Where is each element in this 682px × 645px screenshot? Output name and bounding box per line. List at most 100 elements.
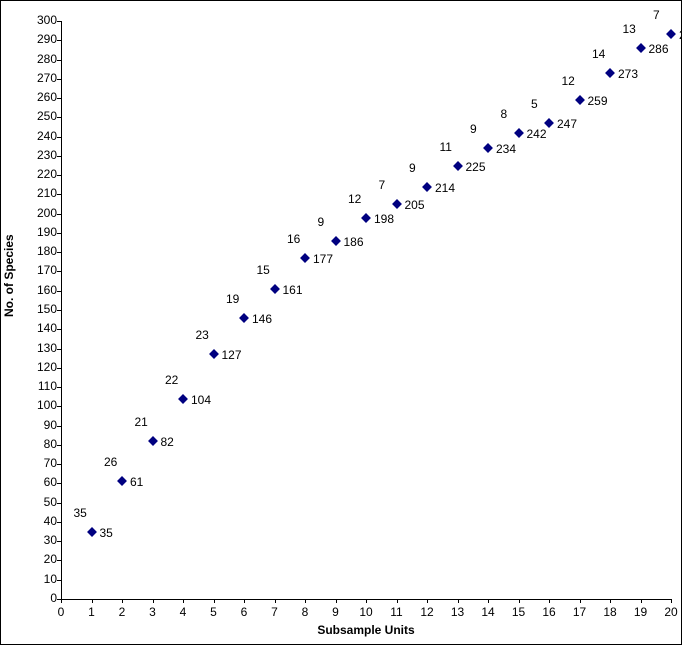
data-label-increment: 12	[348, 192, 361, 206]
data-label-increment: 11	[440, 140, 452, 154]
x-tick-label: 3	[143, 605, 163, 619]
x-tick-label: 6	[234, 605, 254, 619]
data-label-increment: 21	[135, 415, 148, 429]
y-tick-label: 220	[27, 167, 61, 181]
y-tick-label: 160	[27, 283, 61, 297]
x-tick	[580, 599, 581, 603]
data-label-cumulative: 234	[496, 142, 516, 156]
x-tick	[427, 599, 428, 603]
x-tick-label: 19	[631, 605, 651, 619]
data-marker	[300, 253, 310, 263]
x-tick-label: 5	[204, 605, 224, 619]
x-tick	[183, 599, 184, 603]
y-tick-label: 140	[27, 321, 61, 335]
x-tick-label: 7	[265, 605, 285, 619]
x-tick-label: 14	[478, 605, 498, 619]
data-label-cumulative: 273	[618, 67, 638, 81]
data-marker	[148, 436, 158, 446]
x-tick	[366, 599, 367, 603]
data-label-increment: 19	[226, 292, 239, 306]
x-tick	[610, 599, 611, 603]
x-tick	[549, 599, 550, 603]
data-marker	[392, 199, 402, 209]
data-label-cumulative: 35	[100, 526, 113, 540]
x-tick	[153, 599, 154, 603]
y-tick-label: 270	[27, 71, 61, 85]
x-tick	[61, 599, 62, 603]
y-tick-label: 210	[27, 186, 61, 200]
data-label-increment: 15	[257, 263, 270, 277]
y-tick-label: 70	[27, 456, 61, 470]
x-tick	[671, 599, 672, 603]
data-label-cumulative: 177	[313, 252, 333, 266]
data-label-cumulative: 214	[435, 181, 455, 195]
x-tick	[397, 599, 398, 603]
y-tick-label: 40	[27, 514, 61, 528]
y-tick-label: 290	[27, 32, 61, 46]
data-label-increment: 26	[104, 455, 117, 469]
data-label-increment: 9	[409, 161, 416, 175]
x-tick-label: 11	[387, 605, 407, 619]
data-marker	[483, 143, 493, 153]
x-tick	[92, 599, 93, 603]
x-tick-label: 0	[51, 605, 71, 619]
data-label-cumulative: 61	[130, 475, 143, 489]
data-marker	[331, 236, 341, 246]
data-label-cumulative: 104	[191, 393, 211, 407]
x-tick-label: 16	[539, 605, 559, 619]
x-tick	[275, 599, 276, 603]
y-tick-label: 250	[27, 109, 61, 123]
y-tick-label: 230	[27, 148, 61, 162]
y-tick-label: 300	[27, 13, 61, 27]
y-tick-label: 30	[27, 533, 61, 547]
x-tick	[244, 599, 245, 603]
y-tick-label: 180	[27, 244, 61, 258]
x-tick	[122, 599, 123, 603]
y-tick-label: 280	[27, 52, 61, 66]
data-label-cumulative: 205	[405, 198, 425, 212]
y-tick-label: 20	[27, 552, 61, 566]
x-tick-label: 15	[509, 605, 529, 619]
y-tick-label: 50	[27, 495, 61, 509]
data-label-increment: 35	[74, 506, 87, 520]
x-tick-label: 8	[295, 605, 315, 619]
x-tick-label: 13	[448, 605, 468, 619]
x-tick-label: 12	[417, 605, 437, 619]
y-tick-label: 260	[27, 90, 61, 104]
species-accumulation-chart: No. of Species Subsample Units 010203040…	[0, 0, 682, 645]
data-marker	[117, 477, 127, 487]
y-tick-label: 130	[27, 341, 61, 355]
y-tick-label: 10	[27, 572, 61, 586]
y-tick-label: 100	[27, 398, 61, 412]
x-tick	[519, 599, 520, 603]
data-label-increment: 23	[196, 328, 209, 342]
x-tick-label: 1	[82, 605, 102, 619]
x-tick	[214, 599, 215, 603]
data-label-cumulative: 161	[283, 283, 303, 297]
data-label-cumulative: 146	[252, 312, 272, 326]
data-label-increment: 9	[470, 122, 477, 136]
y-tick-label: 60	[27, 475, 61, 489]
y-axis-line	[61, 21, 62, 599]
data-label-increment: 7	[653, 8, 660, 22]
data-marker	[666, 30, 676, 40]
data-marker	[422, 182, 432, 192]
data-marker	[575, 95, 585, 105]
data-marker	[514, 128, 524, 138]
data-label-cumulative: 82	[161, 435, 174, 449]
data-label-cumulative: 225	[466, 160, 486, 174]
x-tick-label: 10	[356, 605, 376, 619]
y-tick-label: 240	[27, 129, 61, 143]
x-tick-label: 17	[570, 605, 590, 619]
data-label-increment: 14	[592, 47, 605, 61]
data-label-increment: 8	[501, 107, 508, 121]
data-label-increment: 13	[623, 22, 636, 36]
data-marker	[636, 43, 646, 53]
x-tick-label: 9	[326, 605, 346, 619]
x-tick-label: 18	[600, 605, 620, 619]
x-tick-label: 20	[661, 605, 681, 619]
data-label-cumulative: 127	[222, 348, 242, 362]
data-label-cumulative: 286	[649, 42, 669, 56]
y-tick-label: 150	[27, 302, 61, 316]
data-label-increment: 7	[379, 178, 386, 192]
